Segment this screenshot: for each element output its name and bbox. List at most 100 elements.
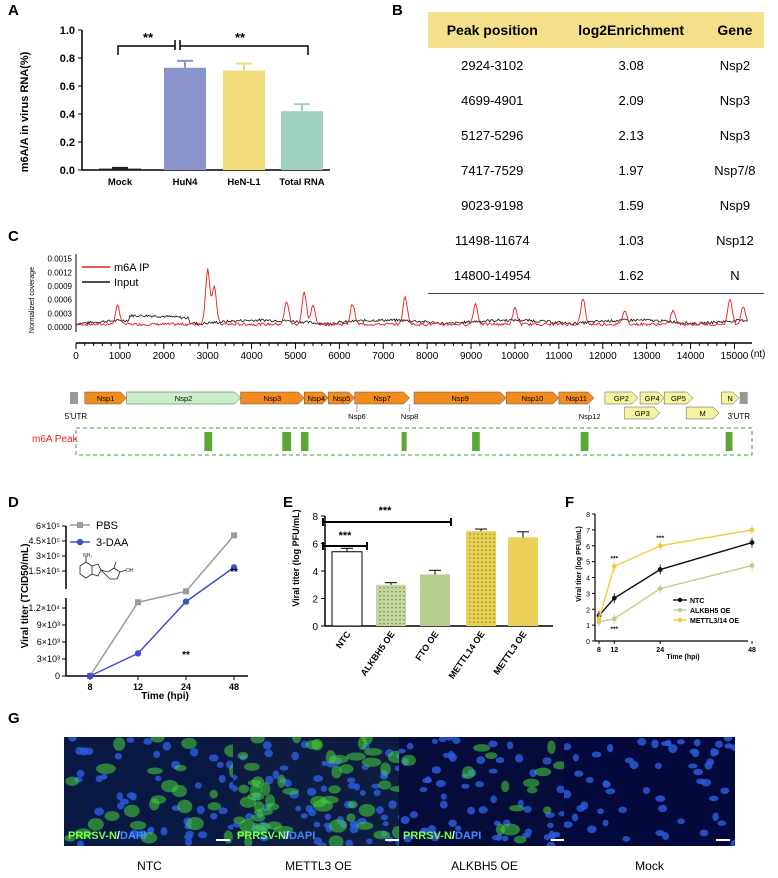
nucleus	[488, 768, 498, 774]
bar-texture-dot	[485, 593, 487, 595]
bar-texture-dot	[489, 609, 491, 611]
nucleus	[571, 813, 579, 822]
nucleus	[347, 782, 357, 789]
legend-label-input: Input	[114, 277, 138, 289]
micrograph-label-mettl3: METTL3 OE	[285, 859, 352, 873]
nucleus	[233, 774, 238, 781]
nucleus	[475, 781, 484, 788]
bar-texture-dot	[489, 553, 491, 555]
bar-texture-dot	[477, 601, 479, 603]
orf-gp4	[639, 391, 665, 405]
x-tick-label: 48	[748, 647, 756, 654]
nucleus	[506, 741, 514, 750]
infected-cell	[331, 765, 342, 779]
bar-texture-dot	[469, 565, 471, 567]
infected-cell	[356, 821, 374, 830]
bar-texture-dot	[485, 601, 487, 603]
bar-texture-dot	[399, 619, 401, 621]
bar-texture-dot	[387, 623, 389, 625]
orf-nsp3	[240, 391, 305, 405]
bar-texture-dot	[469, 573, 471, 575]
bar-texture-dot	[473, 577, 475, 579]
bar-texture-dot	[481, 609, 483, 611]
x-tick-label: 2000	[153, 351, 176, 362]
table-cell: Nsp3	[719, 93, 751, 108]
micrograph-image	[399, 737, 570, 846]
bar-texture-dot	[469, 613, 471, 615]
bar-texture-dot	[481, 605, 483, 607]
bar-texture-dot	[383, 611, 385, 613]
bar-texture-dot	[469, 549, 471, 551]
infected-cell	[364, 748, 383, 756]
bar-texture-dot	[485, 557, 487, 559]
infected-cell	[361, 737, 373, 745]
table-header-peak-position: Peak position	[428, 12, 557, 48]
bar-texture-dot	[481, 533, 483, 535]
panel-a-y-axis-label: m6A/A in virus RNA(%)	[19, 51, 31, 172]
nucleus	[655, 795, 666, 803]
bar-texture-dot	[391, 587, 393, 589]
bar-texture-dot	[477, 537, 479, 539]
bar-texture-dot	[395, 611, 397, 613]
bar-texture-dot	[493, 561, 495, 563]
orf-label: Nsp5	[333, 394, 351, 403]
infected-cell	[328, 785, 341, 794]
infected-cell	[543, 806, 552, 815]
bar-texture-dot	[485, 561, 487, 563]
nucleus	[523, 805, 532, 813]
bar-ntc	[331, 551, 363, 627]
orf-n	[721, 391, 740, 405]
bar-texture-dot	[469, 577, 471, 579]
bar-texture-dot	[485, 597, 487, 599]
bar-texture-dot	[489, 613, 491, 615]
significance-mark: **	[182, 650, 190, 661]
bar-texture-dot	[395, 599, 397, 601]
table-cell: 7417-7529	[461, 163, 524, 178]
bar-mettl14-oe	[466, 531, 496, 626]
nucleus	[366, 838, 373, 845]
infected-cell	[346, 813, 356, 822]
bar-texture-dot	[481, 581, 483, 583]
infected-cell	[329, 819, 347, 833]
bar-texture-dot	[485, 605, 487, 607]
bar-texture-dot	[469, 533, 471, 535]
nucleus	[602, 780, 609, 788]
bar-texture-dot	[379, 607, 381, 609]
infected-cell	[251, 814, 266, 822]
nucleus	[313, 775, 324, 782]
nucleus	[265, 775, 274, 785]
orf-label: GP3	[635, 409, 650, 418]
orf-nsp10	[505, 391, 560, 405]
bar-texture-dot	[477, 569, 479, 571]
m6a-peak-box	[725, 432, 733, 451]
bar-texture-dot	[493, 577, 495, 579]
y-tick-label: 0	[312, 622, 318, 633]
bar-texture-dot	[387, 619, 389, 621]
nucleus	[478, 806, 488, 814]
bar-texture-dot	[383, 603, 385, 605]
x-tick-label: 24	[656, 647, 664, 654]
bar-texture-dot	[469, 609, 471, 611]
bar-texture-dot	[387, 591, 389, 593]
y-tick-label: 0.0006	[48, 296, 73, 305]
utr5-label: 5'UTR	[65, 412, 88, 421]
infected-cell	[65, 776, 80, 786]
m6a-peak-track-label: m6A Peak	[32, 434, 79, 445]
bar-texture-dot	[383, 599, 385, 601]
nucleus	[564, 743, 572, 751]
nucleus	[430, 832, 440, 842]
nucleus	[448, 753, 457, 762]
nucleus	[661, 741, 671, 747]
bar-total-rna	[281, 111, 323, 170]
m6a-peak-box	[472, 432, 480, 451]
y-tick-label: 1.5×10⁵	[28, 566, 60, 576]
data-point	[134, 650, 142, 657]
micrograph-background	[399, 737, 570, 846]
bar-texture-dot	[403, 607, 405, 609]
nucleus	[400, 816, 410, 824]
nucleus	[184, 838, 193, 846]
table-row: 7417-7529 1.97 Nsp7/8	[428, 153, 764, 188]
legend-marker	[677, 617, 683, 623]
bar-texture-dot	[477, 617, 479, 619]
bar-texture-dot	[395, 619, 397, 621]
